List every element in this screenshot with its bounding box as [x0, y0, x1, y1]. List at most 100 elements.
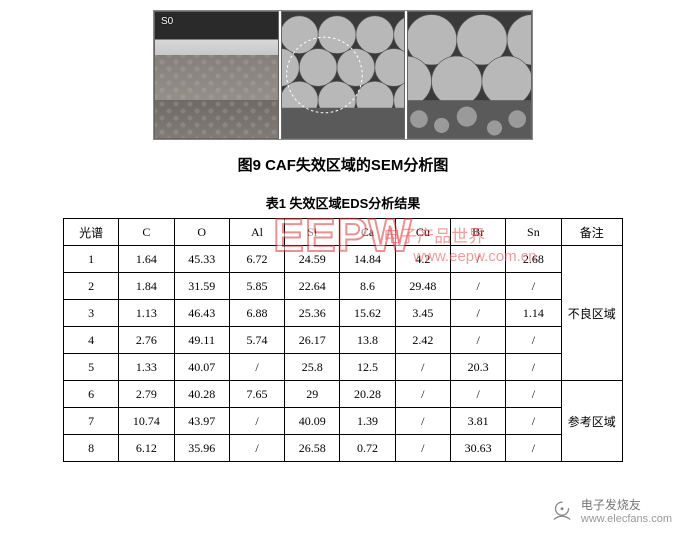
th-o: O: [174, 219, 229, 246]
cell-value: /: [450, 300, 505, 327]
sem-panel-3: [407, 11, 532, 139]
cell-value: /: [506, 327, 561, 354]
sem-panel-1: S0: [154, 11, 279, 139]
th-cu: Cu: [395, 219, 450, 246]
footer-logo: 电子发烧友 www.elecfans.com: [549, 497, 672, 526]
cell-value: /: [450, 273, 505, 300]
cell-value: 1.33: [119, 354, 174, 381]
th-spectrum: 光谱: [64, 219, 119, 246]
cell-spectrum: 2: [64, 273, 119, 300]
cell-value: 12.5: [340, 354, 395, 381]
cell-value: 7.65: [229, 381, 284, 408]
table-caption: 表1 失效区域EDS分析结果: [0, 193, 686, 212]
cell-value: 40.28: [174, 381, 229, 408]
cell-value: 8.6: [340, 273, 395, 300]
cell-value: 20.3: [450, 354, 505, 381]
table-row: 86.1235.96/26.580.72/30.63/: [64, 435, 623, 462]
cell-value: 25.36: [285, 300, 340, 327]
cell-value: /: [395, 408, 450, 435]
elecfans-icon: [549, 497, 575, 526]
cell-value: 49.11: [174, 327, 229, 354]
cell-value: 26.17: [285, 327, 340, 354]
cell-value: 22.64: [285, 273, 340, 300]
cell-value: /: [450, 246, 505, 273]
cell-value: 20.28: [340, 381, 395, 408]
cell-note: 不良区域: [561, 246, 622, 381]
cell-value: 30.63: [450, 435, 505, 462]
cell-spectrum: 4: [64, 327, 119, 354]
cell-value: 31.59: [174, 273, 229, 300]
cell-value: 2.79: [119, 381, 174, 408]
cell-value: 10.74: [119, 408, 174, 435]
cell-value: 15.62: [340, 300, 395, 327]
cell-value: 45.33: [174, 246, 229, 273]
table-row: 51.3340.07/25.812.5/20.3/: [64, 354, 623, 381]
cell-value: 29.48: [395, 273, 450, 300]
cell-value: 1.64: [119, 246, 174, 273]
cell-value: 25.8: [285, 354, 340, 381]
cell-value: /: [229, 435, 284, 462]
cell-value: /: [506, 273, 561, 300]
sem-figure: S0: [153, 10, 533, 140]
th-sn: Sn: [506, 219, 561, 246]
cell-value: 3.81: [450, 408, 505, 435]
cell-value: /: [506, 381, 561, 408]
cell-value: /: [395, 435, 450, 462]
cell-spectrum: 5: [64, 354, 119, 381]
cell-value: 6.72: [229, 246, 284, 273]
cell-note: 参考区域: [561, 381, 622, 462]
cell-value: 4.2: [395, 246, 450, 273]
cell-value: 1.39: [340, 408, 395, 435]
cell-value: /: [450, 327, 505, 354]
th-ca: Ca: [340, 219, 395, 246]
cell-value: 2.68: [506, 246, 561, 273]
cell-value: 6.12: [119, 435, 174, 462]
footer-brand-cn: 电子发烧友: [581, 498, 672, 512]
cell-value: 29: [285, 381, 340, 408]
cell-spectrum: 6: [64, 381, 119, 408]
cell-value: 13.8: [340, 327, 395, 354]
cell-value: 1.84: [119, 273, 174, 300]
sem-panel-2: [281, 11, 406, 139]
table-row: 11.6445.336.7224.5914.844.2/2.68不良区域: [64, 246, 623, 273]
cell-value: 6.88: [229, 300, 284, 327]
cell-value: 5.85: [229, 273, 284, 300]
cell-value: 5.74: [229, 327, 284, 354]
cell-value: 1.14: [506, 300, 561, 327]
th-note: 备注: [561, 219, 622, 246]
cell-value: 2.42: [395, 327, 450, 354]
cell-value: /: [229, 408, 284, 435]
cell-value: 3.45: [395, 300, 450, 327]
cell-spectrum: 8: [64, 435, 119, 462]
table-body: 11.6445.336.7224.5914.844.2/2.68不良区域21.8…: [64, 246, 623, 462]
eds-table-wrap: EEPW 电子产品世界 www.eepw.com.cn 光谱 C O Al Si…: [63, 218, 623, 462]
cell-value: 0.72: [340, 435, 395, 462]
cell-value: 1.13: [119, 300, 174, 327]
cell-value: /: [506, 435, 561, 462]
cell-value: /: [506, 354, 561, 381]
cell-value: /: [450, 381, 505, 408]
table-row: 710.7443.97/40.091.39/3.81/: [64, 408, 623, 435]
cell-spectrum: 3: [64, 300, 119, 327]
cell-value: 40.09: [285, 408, 340, 435]
table-header-row: 光谱 C O Al Si Ca Cu Br Sn 备注: [64, 219, 623, 246]
cell-value: 26.58: [285, 435, 340, 462]
cell-spectrum: 7: [64, 408, 119, 435]
th-c: C: [119, 219, 174, 246]
sem-panel-1-tag: S0: [161, 16, 173, 27]
th-al: Al: [229, 219, 284, 246]
table-row: 62.7940.287.652920.28///参考区域: [64, 381, 623, 408]
eds-table: 光谱 C O Al Si Ca Cu Br Sn 备注 11.6445.336.…: [63, 218, 623, 462]
th-si: Si: [285, 219, 340, 246]
table-row: 21.8431.595.8522.648.629.48//: [64, 273, 623, 300]
cell-value: 35.96: [174, 435, 229, 462]
cell-value: 40.07: [174, 354, 229, 381]
cell-value: /: [395, 381, 450, 408]
cell-value: /: [506, 408, 561, 435]
table-row: 31.1346.436.8825.3615.623.45/1.14: [64, 300, 623, 327]
footer-brand-url: www.elecfans.com: [581, 513, 672, 526]
cell-value: /: [229, 354, 284, 381]
cell-value: /: [395, 354, 450, 381]
cell-value: 2.76: [119, 327, 174, 354]
cell-value: 14.84: [340, 246, 395, 273]
